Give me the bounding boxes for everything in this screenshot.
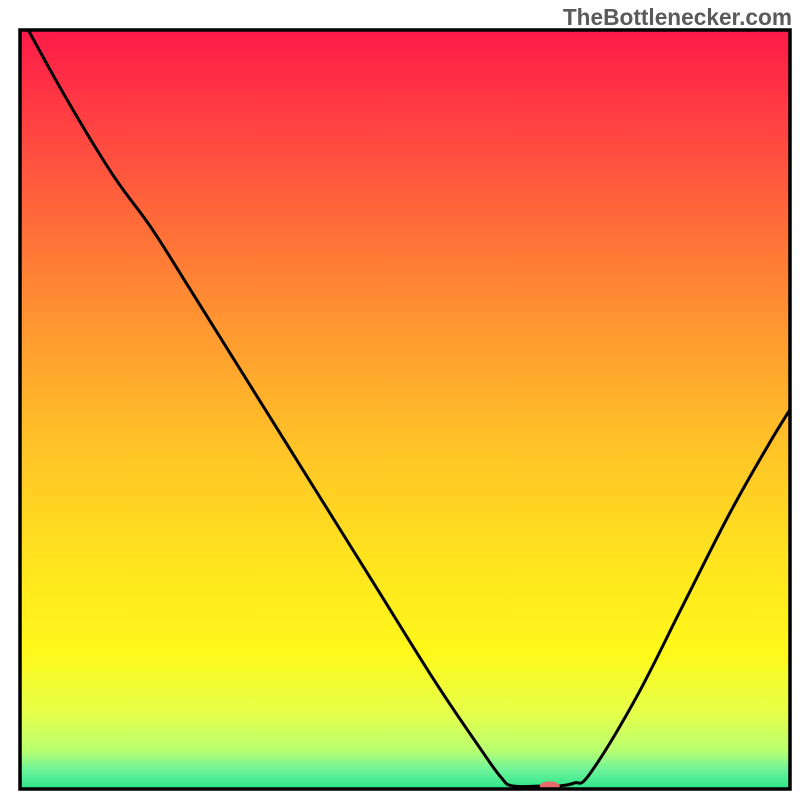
bottleneck-chart <box>0 0 800 800</box>
plot-background <box>20 30 790 789</box>
chart-container: TheBottlenecker.com <box>0 0 800 800</box>
watermark-text: TheBottlenecker.com <box>563 4 792 31</box>
